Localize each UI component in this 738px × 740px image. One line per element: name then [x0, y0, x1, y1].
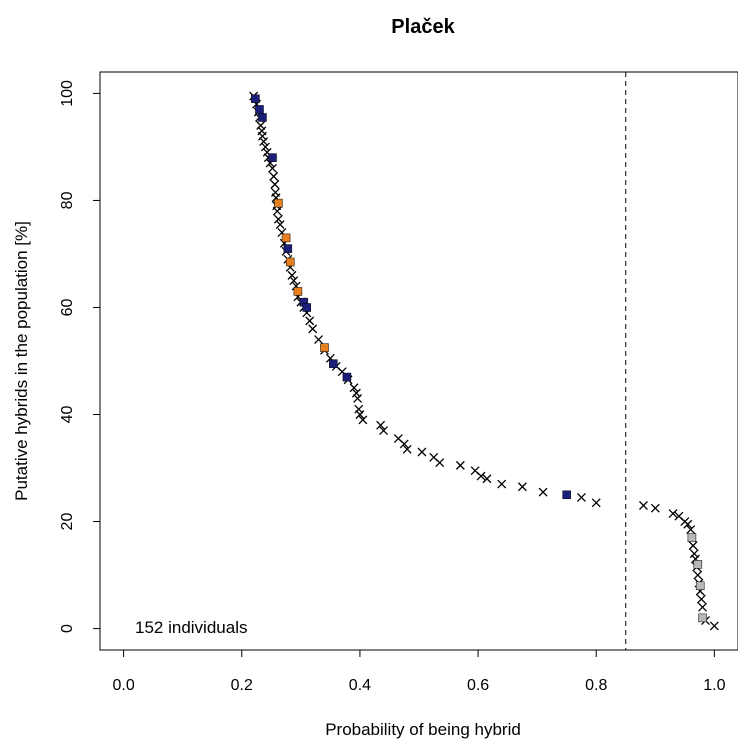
data-point-orange	[320, 343, 329, 352]
chart-title: Plaček	[391, 16, 455, 38]
data-points	[249, 91, 719, 631]
x-tick-label: 0.0	[113, 677, 135, 694]
y-axis-label: Putative hybrids in the population [%]	[12, 221, 31, 501]
data-point-cross	[358, 415, 368, 425]
data-point-cross	[688, 541, 698, 551]
data-point-blue	[255, 105, 264, 114]
data-point-cross	[435, 458, 445, 468]
data-point-cross	[696, 594, 706, 604]
data-point-cross	[355, 410, 365, 419]
data-point-cross	[399, 439, 409, 449]
data-point-cross	[476, 471, 486, 481]
y-tick-label: 40	[59, 406, 76, 424]
data-point-cross	[268, 163, 277, 173]
data-point-cross	[353, 394, 363, 403]
data-point-cross	[270, 179, 280, 189]
x-tick-label: 0.6	[467, 677, 489, 694]
data-point-cross	[683, 519, 693, 529]
data-point-blue	[342, 372, 352, 382]
data-point-cross	[260, 142, 270, 152]
data-point-blue	[268, 153, 277, 162]
x-axis-label: Probability of being hybrid	[325, 720, 521, 739]
plot-frame	[99, 71, 738, 651]
data-point-cross	[402, 444, 412, 454]
data-point-cross	[314, 335, 324, 345]
data-point-cross	[482, 474, 492, 484]
data-point-cross	[668, 509, 678, 518]
individuals-count-annotation: 152 individuals	[135, 618, 247, 637]
data-point-cross	[497, 479, 507, 489]
data-point-gray	[698, 613, 707, 623]
data-point-cross	[289, 276, 299, 286]
data-point-cross	[709, 621, 719, 631]
data-point-cross	[379, 426, 389, 436]
x-tick-label: 0.8	[585, 677, 607, 694]
data-point-cross	[698, 602, 708, 612]
data-point-cross	[257, 131, 267, 141]
data-point-orange	[281, 233, 291, 243]
x-tick-label: 1.0	[703, 677, 725, 694]
data-point-cross	[259, 137, 269, 147]
data-point-blue	[329, 359, 338, 368]
data-point-cross	[576, 493, 586, 502]
data-point-cross	[639, 501, 648, 510]
y-tick-label: 80	[59, 191, 76, 209]
data-point-cross	[417, 447, 427, 457]
data-point-cross	[693, 570, 703, 580]
x-tick-label: 0.2	[231, 677, 253, 694]
data-point-cross	[275, 220, 285, 229]
data-point-cross	[269, 171, 279, 181]
data-point-blue	[302, 303, 312, 312]
y-tick-label: 0	[59, 624, 76, 633]
data-point-cross	[650, 503, 660, 513]
data-point-cross	[287, 270, 297, 280]
data-point-cross	[455, 460, 465, 470]
y-tick-label: 20	[59, 513, 76, 531]
data-point-cross	[517, 482, 527, 492]
y-tick-label: 100	[59, 80, 76, 107]
data-point-cross	[591, 498, 601, 508]
data-point-cross	[376, 420, 386, 430]
data-point-blue	[562, 490, 571, 500]
data-point-cross	[308, 324, 318, 334]
y-axis: 0 20 40 60 80 100	[59, 80, 101, 633]
data-point-gray	[693, 560, 703, 569]
data-point-orange	[293, 287, 303, 296]
data-point-cross	[256, 121, 266, 130]
data-point-cross	[354, 404, 364, 414]
data-point-gray	[687, 533, 697, 542]
data-point-cross	[689, 549, 699, 559]
data-point-cross	[273, 214, 283, 224]
data-point-blue	[283, 244, 293, 253]
x-tick-label: 0.4	[349, 677, 371, 694]
data-point-gray	[695, 581, 705, 591]
data-point-orange	[285, 257, 295, 267]
data-point-cross	[686, 525, 696, 535]
data-point-blue	[258, 113, 267, 122]
data-point-cross	[538, 487, 548, 497]
data-point-cross	[272, 206, 282, 216]
data-point-blue	[251, 94, 260, 104]
data-point-orange	[274, 198, 283, 208]
y-tick-label: 60	[59, 298, 76, 316]
data-point-cross	[351, 388, 361, 398]
x-axis: 0.0 0.2 0.4 0.6 0.8 1.0	[113, 649, 726, 694]
data-point-cross	[349, 383, 359, 393]
data-point-cross	[305, 316, 315, 326]
